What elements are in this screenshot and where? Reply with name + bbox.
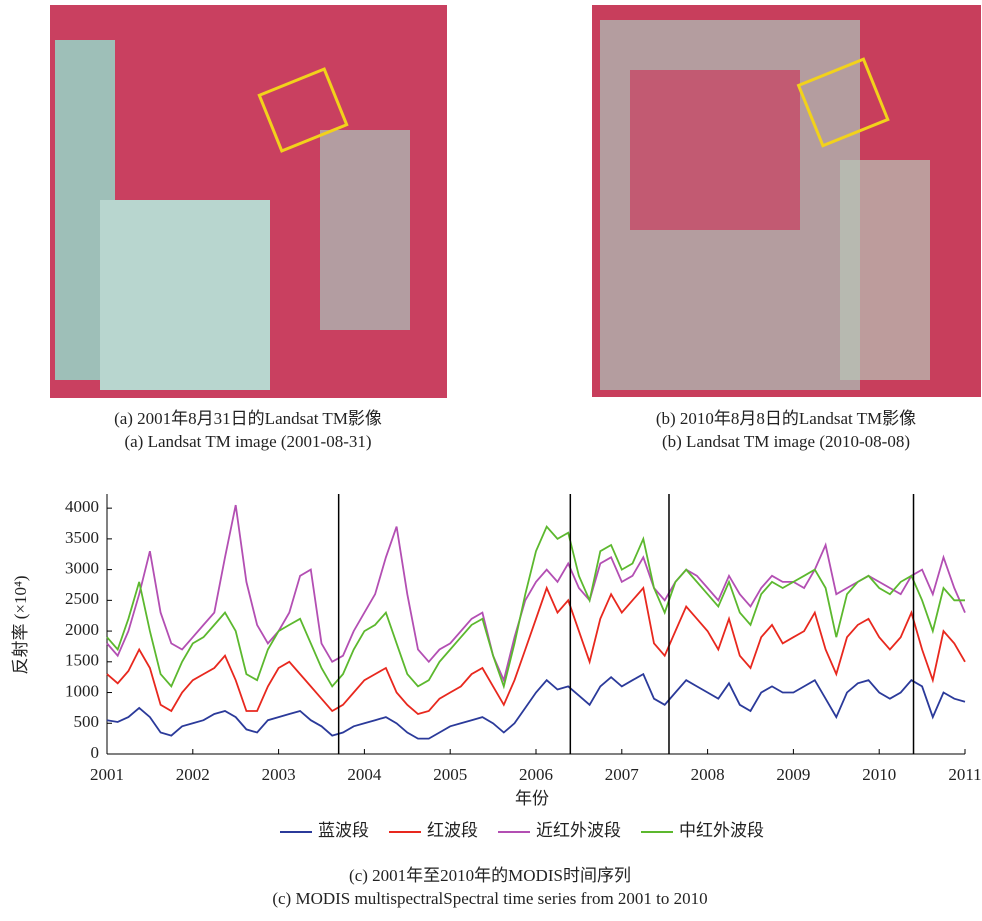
series-line bbox=[107, 588, 965, 714]
x-tick-label: 2003 bbox=[262, 765, 296, 784]
y-tick-label: 4000 bbox=[65, 497, 99, 516]
x-tick-label: 2010 bbox=[862, 765, 896, 784]
legend-label: 红波段 bbox=[427, 821, 478, 840]
y-tick-label: 500 bbox=[74, 712, 100, 731]
series-line bbox=[107, 527, 965, 687]
y-tick-label: 2500 bbox=[65, 589, 99, 608]
x-tick-label: 2007 bbox=[605, 765, 640, 784]
y-tick-label: 3000 bbox=[65, 559, 99, 578]
x-axis-label: 年份 bbox=[515, 789, 549, 808]
x-tick-label: 2011 bbox=[948, 765, 981, 784]
y-tick-label: 3500 bbox=[65, 528, 99, 547]
image-a bbox=[50, 5, 447, 398]
y-axis-label: 反射率 (×10⁴) bbox=[11, 575, 30, 674]
caption: (a) 2001年8月31日的Landsat TM影像 bbox=[114, 409, 382, 428]
y-tick-label: 2000 bbox=[65, 620, 99, 639]
legend-label: 蓝波段 bbox=[318, 821, 369, 840]
y-tick-label: 1500 bbox=[65, 651, 99, 670]
series-line bbox=[107, 674, 965, 739]
x-tick-label: 2005 bbox=[433, 765, 467, 784]
x-tick-label: 2002 bbox=[176, 765, 210, 784]
x-tick-label: 2008 bbox=[691, 765, 725, 784]
x-tick-label: 2009 bbox=[776, 765, 810, 784]
legend-label: 近红外波段 bbox=[536, 821, 621, 840]
caption: (b) 2010年8月8日的Landsat TM影像 bbox=[656, 409, 916, 428]
x-tick-label: 2004 bbox=[347, 765, 382, 784]
legend-label: 中红外波段 bbox=[679, 821, 764, 840]
y-tick-label: 0 bbox=[91, 743, 100, 762]
caption: (c) MODIS multispectralSpectral time ser… bbox=[272, 889, 707, 908]
figure: (a) 2001年8月31日的Landsat TM影像 (a) Landsat … bbox=[0, 0, 982, 921]
image-b bbox=[592, 5, 981, 397]
y-tick-label: 1000 bbox=[65, 681, 99, 700]
caption: (b) Landsat TM image (2010-08-08) bbox=[662, 432, 910, 451]
x-tick-label: 2006 bbox=[519, 765, 553, 784]
x-tick-label: 2001 bbox=[90, 765, 124, 784]
caption: (c) 2001年至2010年的MODIS时间序列 bbox=[349, 866, 631, 885]
caption: (a) Landsat TM image (2001-08-31) bbox=[124, 432, 371, 451]
series-line bbox=[107, 505, 965, 680]
